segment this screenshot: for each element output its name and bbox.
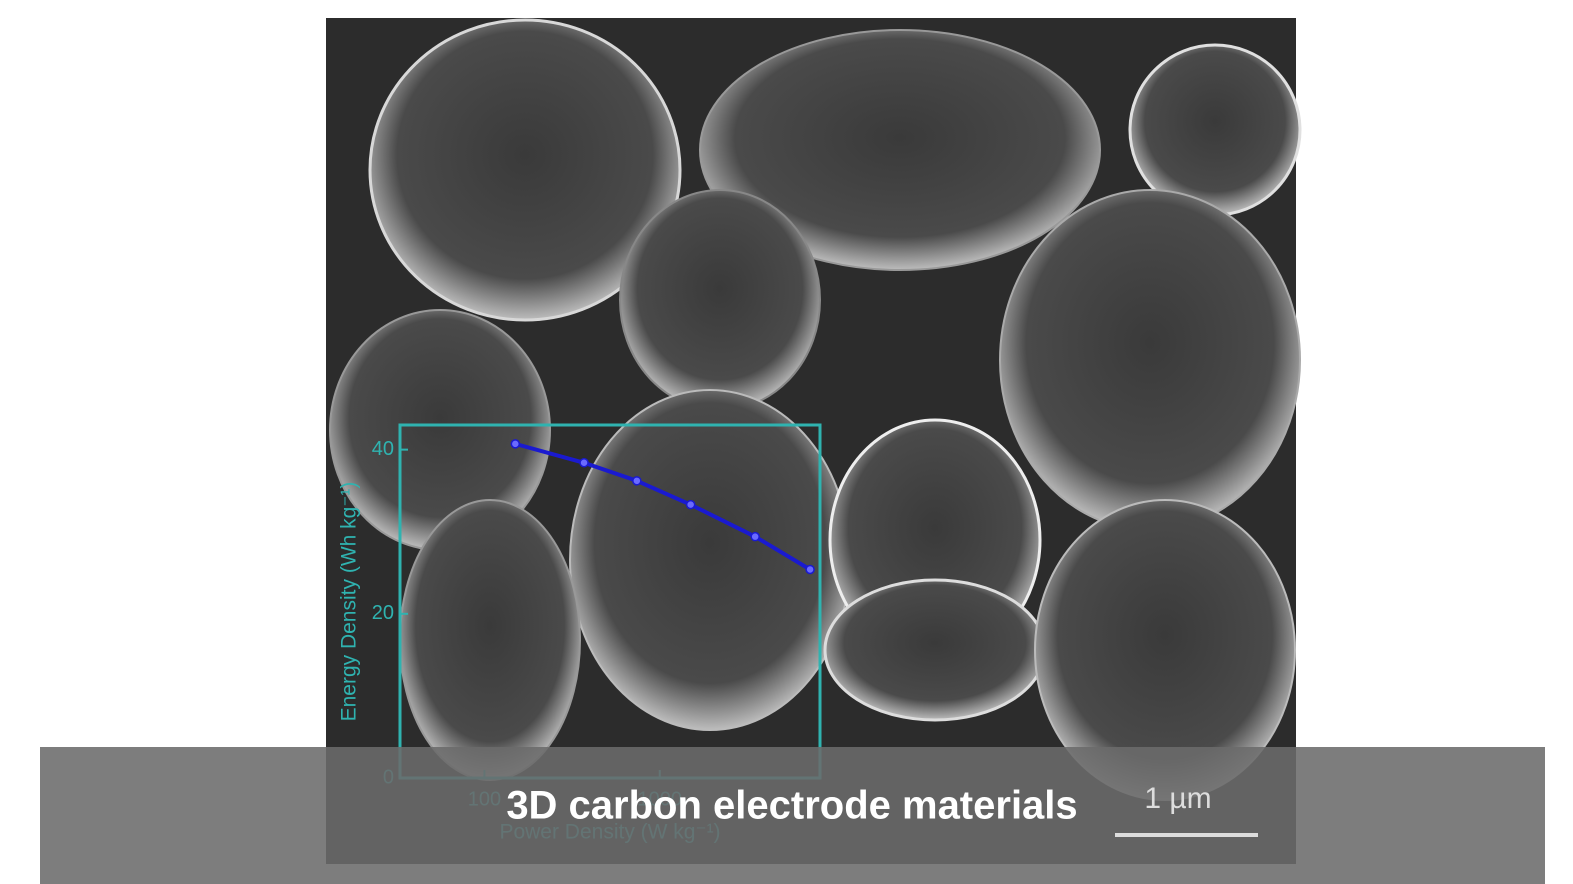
data-point	[805, 564, 815, 575]
data-point	[632, 476, 642, 486]
y-axis-label: Energy Density (Wh kg⁻¹)	[338, 482, 361, 722]
caption: 3D carbon electrode materials	[506, 784, 1077, 828]
data-point	[750, 531, 760, 542]
sem-image	[326, 18, 1302, 864]
data-point	[510, 439, 521, 449]
data-point	[579, 458, 589, 468]
y-tick-label: 40	[372, 438, 394, 460]
scale-bar-label: 1 µm	[1144, 782, 1211, 815]
data-line	[514, 441, 812, 572]
y-tick-label: 20	[372, 602, 394, 624]
data-point	[685, 499, 696, 510]
caption-band	[40, 747, 1545, 884]
